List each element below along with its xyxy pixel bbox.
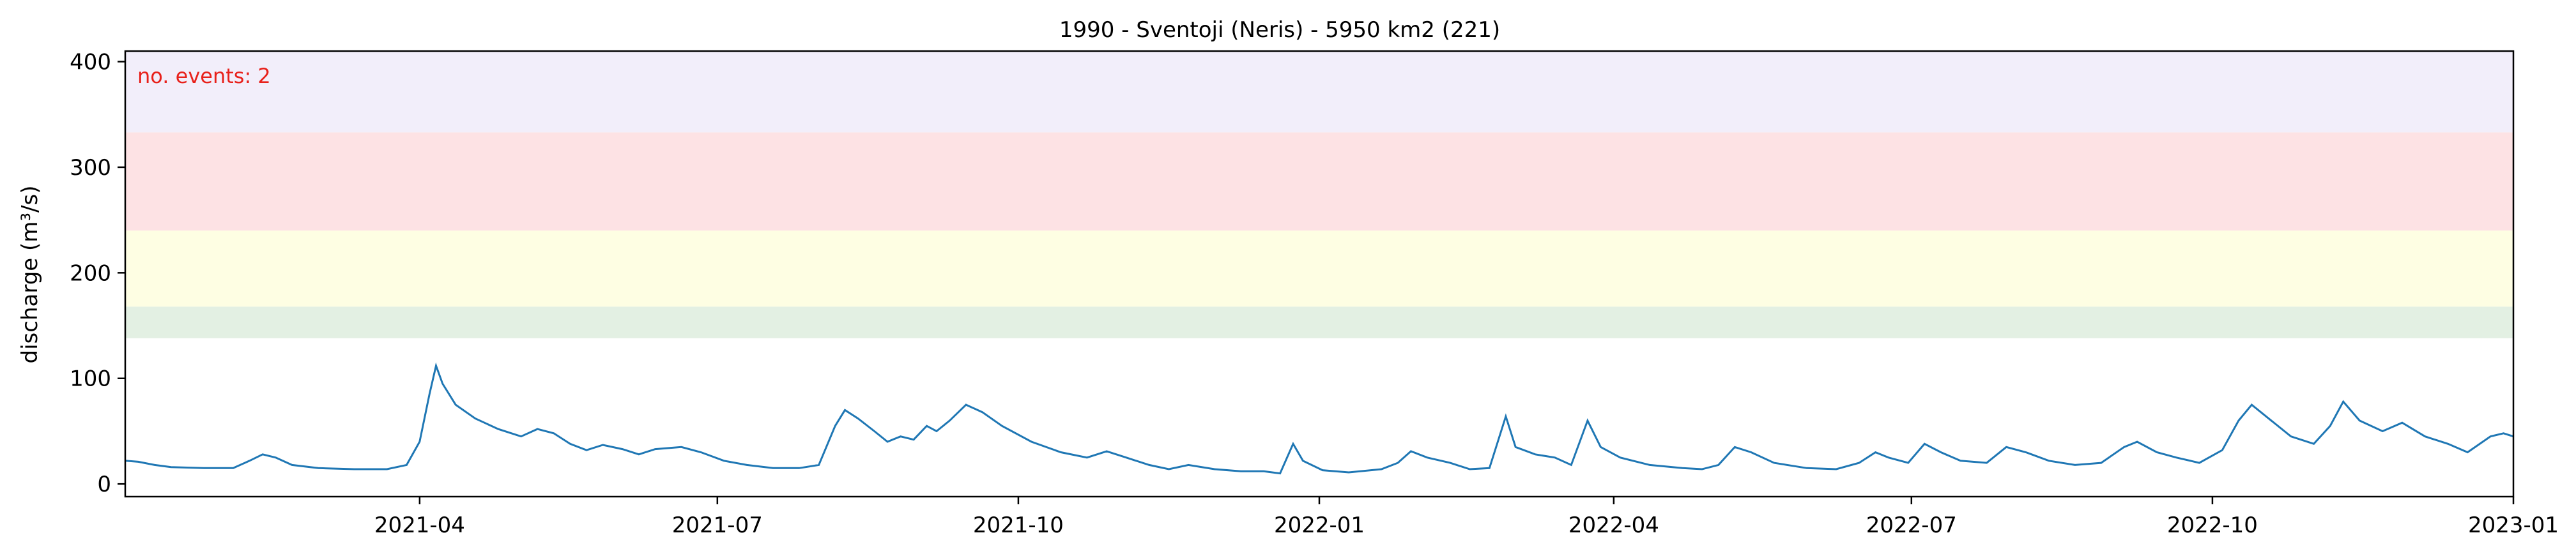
chart-title: 1990 - Sventoji (Neris) - 5950 km2 (221) (1059, 17, 1500, 43)
threshold-band-0 (125, 306, 2513, 338)
discharge-series-line (125, 362, 2514, 475)
x-tick-label: 2022-07 (1866, 513, 1957, 538)
x-tick-label: 2022-04 (1568, 513, 1659, 538)
y-tick-label: 0 (97, 472, 111, 497)
threshold-band-2 (125, 132, 2513, 231)
events-count-annotation: no. events: 2 (137, 64, 271, 88)
y-tick-label: 200 (70, 260, 111, 286)
x-tick-label: 2021-07 (672, 513, 763, 538)
x-tick-label: 2021-10 (973, 513, 1064, 538)
y-axis: 0 100 200 300 400 (70, 50, 125, 497)
x-tick-label: 2021-04 (374, 513, 465, 538)
threshold-band-3 (125, 51, 2513, 133)
y-tick-label: 300 (70, 155, 111, 181)
threshold-band-1 (125, 230, 2513, 307)
threshold-bands (125, 51, 2513, 338)
y-axis-title: discharge (m³/s) (17, 186, 43, 364)
x-tick-label: 2022-01 (1274, 513, 1365, 538)
x-axis: 2021-04 2021-07 2021-10 2022-01 2022-04 2022-… (374, 497, 2559, 538)
y-tick-label: 400 (70, 50, 111, 75)
x-tick-label: 2022-10 (2167, 513, 2258, 538)
y-tick-label: 100 (70, 366, 111, 392)
x-tick-label: 2023-01 (2468, 513, 2559, 538)
